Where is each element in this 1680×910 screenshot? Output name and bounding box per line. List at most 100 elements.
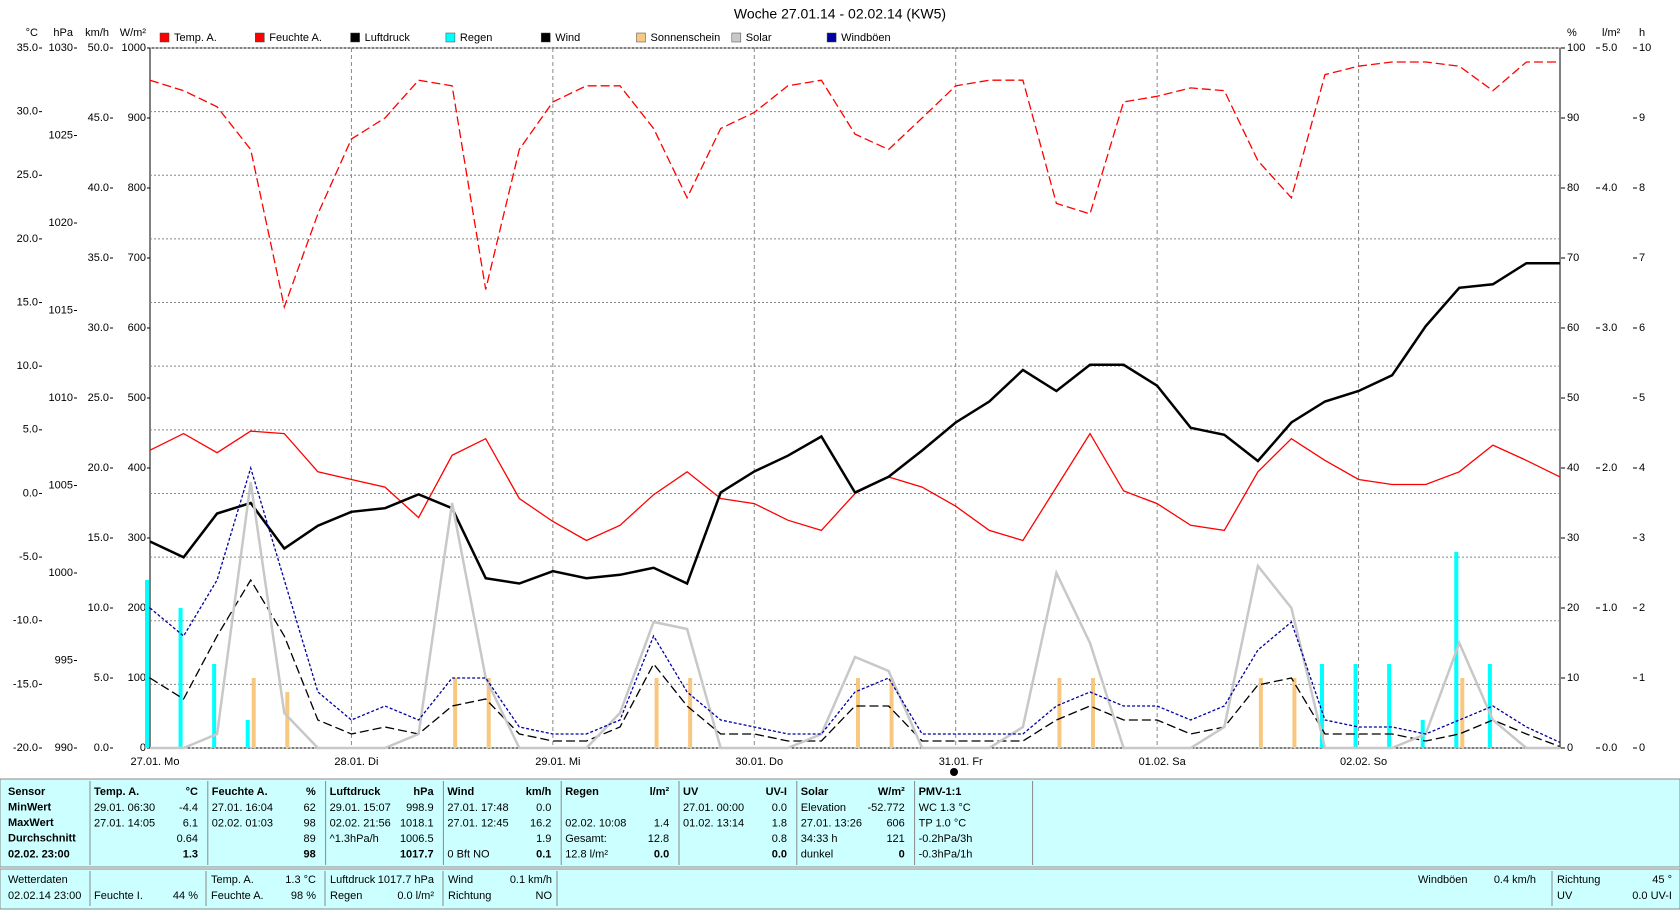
- y-tick-label: 9: [1639, 112, 1645, 124]
- series-bar: [688, 678, 693, 748]
- x-tick-label: 29.01. Mi: [535, 756, 580, 768]
- legend-swatch: [159, 32, 170, 43]
- status-label: Temp. A.: [211, 874, 254, 886]
- legend-swatch: [636, 32, 646, 43]
- y-tick-label: 3: [1639, 532, 1645, 544]
- y-tick-label: 100: [1567, 42, 1585, 54]
- y-tick-label: 30: [1567, 532, 1579, 544]
- legend-label: Feuchte A.: [269, 32, 322, 44]
- cell-label: 27.01. 17:48: [447, 802, 508, 814]
- series-bar: [285, 692, 290, 748]
- axis-unit: hPa: [53, 27, 73, 39]
- row-label: 02.02. 23:00: [8, 848, 70, 860]
- y-tick-label: 5: [1639, 392, 1645, 404]
- status-label: Feuchte A.: [211, 890, 264, 902]
- status-value: 0.1 km/h: [510, 874, 552, 886]
- column-header: Wind: [447, 786, 474, 798]
- column-header: Luftdruck: [330, 786, 382, 798]
- status-value: 0.4 km/h: [1494, 874, 1536, 886]
- chart-title: Woche 27.01.14 - 02.02.14 (KW5): [734, 6, 946, 22]
- y-tick-label: 3.0: [1602, 322, 1617, 334]
- cell-value: 0.64: [177, 833, 198, 845]
- series-line: [149, 61, 1560, 310]
- y-tick-label: 0.0: [94, 742, 109, 754]
- series-bar: [212, 664, 217, 748]
- cell-label: 27.01. 14:05: [94, 818, 155, 830]
- column-header: Regen: [565, 786, 599, 798]
- legend-label: Wind: [555, 32, 580, 44]
- status-value: 0.0 UV-I: [1632, 890, 1672, 902]
- legend-label: Regen: [460, 32, 492, 44]
- y-tick-label: 200: [128, 602, 146, 614]
- status-label: Windböen: [1418, 874, 1468, 886]
- y-tick-label: 30.0: [17, 106, 38, 118]
- cell-value: 0.1: [536, 849, 551, 861]
- y-tick-label: 1030: [49, 42, 73, 54]
- status-value: 45 °: [1652, 874, 1672, 886]
- cell-label: Gesamt:: [565, 833, 607, 845]
- series-bar: [145, 580, 149, 748]
- cell-label: 27.01. 00:00: [683, 802, 744, 814]
- status-value: NO: [536, 890, 553, 902]
- series-bar: [1091, 678, 1095, 748]
- series-bar: [856, 678, 860, 748]
- y-tick-label: 15.0: [88, 532, 109, 544]
- y-tick-label: 5.0: [94, 672, 109, 684]
- y-tick-label: 90: [1567, 112, 1579, 124]
- y-tick-label: 15.0: [17, 296, 38, 308]
- cell-label: 0 Bft NO: [447, 849, 490, 861]
- series-bar: [1320, 664, 1324, 748]
- row-label: MinWert: [8, 802, 52, 814]
- plot-area: [149, 47, 1561, 749]
- cell-label: 27.01. 13:26: [801, 818, 862, 830]
- cell-label: WC 1.3 °C: [919, 802, 971, 814]
- cell-value: 1.3: [183, 849, 198, 861]
- status-label: Richtung: [448, 890, 491, 902]
- y-tick-label: 600: [128, 322, 146, 334]
- y-tick-label: 40.0: [88, 182, 109, 194]
- column-header: UV: [683, 786, 699, 798]
- x-tick-label: 02.02. So: [1340, 756, 1387, 768]
- axis-unit: h: [1639, 27, 1645, 39]
- axis-unit: l/m²: [1602, 27, 1621, 39]
- legend-label: Luftdruck: [365, 32, 411, 44]
- status-value: 1017.7 hPa: [378, 874, 435, 886]
- stats-table-background: [0, 778, 1680, 868]
- y-tick-label: 400: [128, 462, 146, 474]
- x-tick-label: 01.02. Sa: [1139, 756, 1187, 768]
- y-tick-label: 4.0: [1602, 182, 1617, 194]
- y-tick-label: -15.0: [13, 678, 38, 690]
- series-bar: [453, 678, 458, 748]
- status-label: Regen: [330, 890, 362, 902]
- y-tick-label: 900: [128, 112, 146, 124]
- y-tick-label: 30.0: [88, 322, 109, 334]
- series-bar: [1460, 678, 1465, 748]
- y-tick-label: 80: [1567, 182, 1579, 194]
- column-unit: UV-I: [766, 786, 787, 798]
- cell-label: 02.02. 10:08: [565, 818, 626, 830]
- y-tick-label: 995: [55, 654, 73, 666]
- row-label: MaxWert: [8, 817, 54, 829]
- axis-unit: %: [1567, 27, 1577, 39]
- x-tick-label: 27.01. Mo: [131, 756, 180, 768]
- y-tick-label: 10.0: [17, 360, 38, 372]
- cell-value: 0.0: [654, 849, 669, 861]
- y-tick-label: 70: [1567, 252, 1579, 264]
- axis-unit: °C: [26, 27, 38, 39]
- series-bar: [251, 678, 256, 748]
- y-tick-label: 35.0: [88, 252, 109, 264]
- cell-label: 02.02. 01:03: [212, 818, 273, 830]
- y-tick-label: 8: [1639, 182, 1645, 194]
- cell-value: 606: [886, 818, 904, 830]
- column-unit: %: [306, 786, 316, 798]
- series-bar: [1292, 678, 1297, 748]
- x-tick-label: 31.01. Fr: [939, 756, 983, 768]
- y-tick-label: 50.0: [88, 42, 109, 54]
- series-bar: [245, 720, 250, 748]
- y-tick-label: 700: [128, 252, 146, 264]
- cell-label: -0.2hPa/3h: [919, 833, 973, 845]
- y-tick-label: 2.0: [1602, 462, 1617, 474]
- cell-label: 01.02. 13:14: [683, 818, 744, 830]
- y-tick-label: 5.0: [1602, 42, 1617, 54]
